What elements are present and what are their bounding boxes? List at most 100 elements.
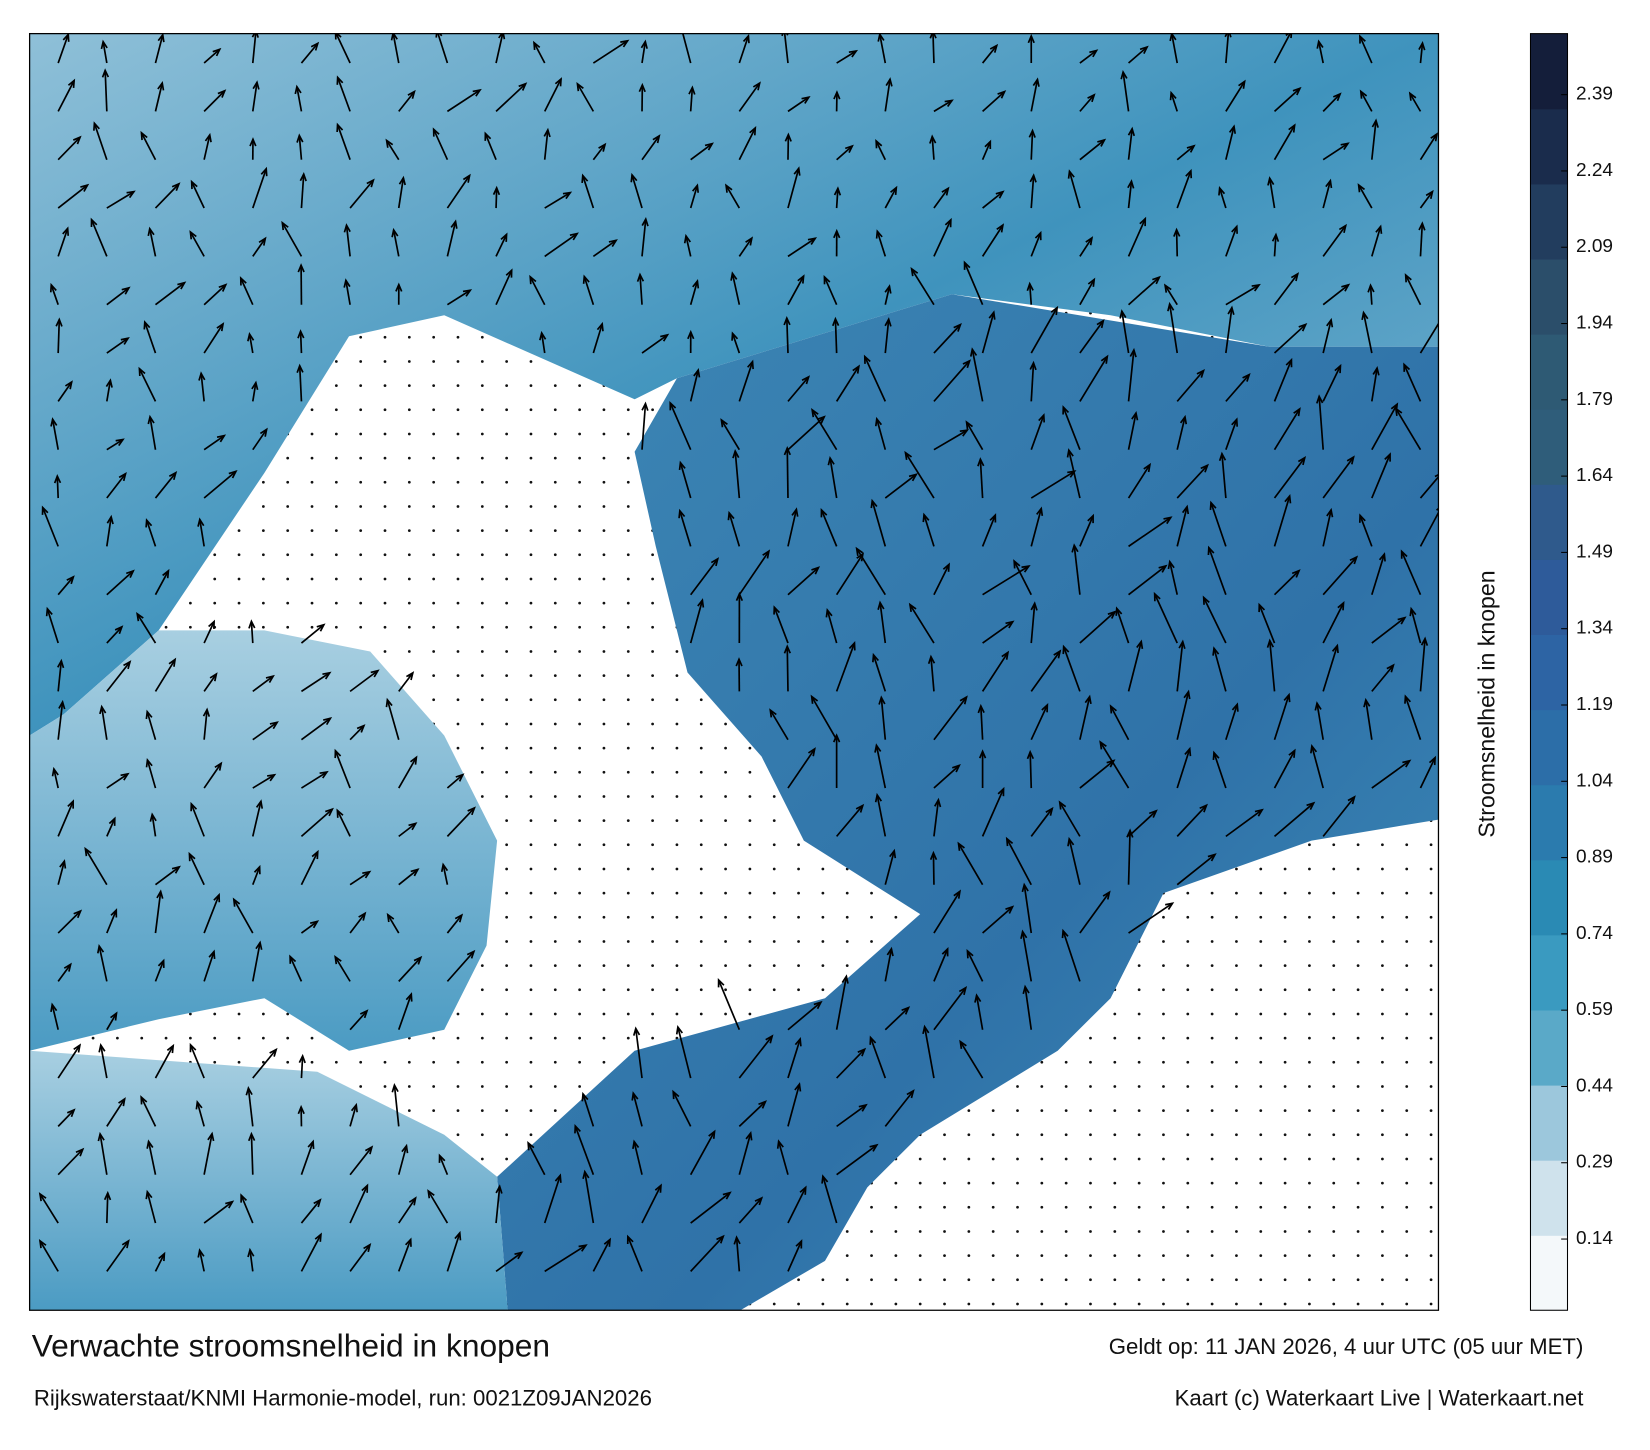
arrow-head bbox=[105, 378, 113, 388]
colorbar-tick-label: 0.14 bbox=[1576, 1228, 1613, 1249]
current-arrow bbox=[146, 711, 157, 740]
arrow-head bbox=[603, 1237, 611, 1247]
current-arrow bbox=[835, 804, 864, 837]
arrow-head bbox=[492, 185, 501, 196]
arrow-head bbox=[438, 1153, 446, 1163]
arrow-head bbox=[672, 1089, 680, 1100]
calm-dot bbox=[359, 335, 363, 339]
calm-dot bbox=[1137, 1085, 1141, 1088]
calm-dot bbox=[553, 1036, 557, 1040]
calm-dot bbox=[261, 601, 265, 605]
arrow-head bbox=[267, 773, 277, 782]
calm-dot bbox=[310, 456, 314, 460]
calm-dot bbox=[651, 553, 654, 557]
calm-dot bbox=[383, 553, 387, 557]
current-arrow bbox=[251, 866, 261, 886]
calm-dot bbox=[1429, 1157, 1433, 1161]
calm-dot bbox=[748, 843, 752, 847]
calm-dot bbox=[772, 915, 776, 919]
current-arrow bbox=[875, 745, 887, 789]
calm-dot bbox=[602, 456, 606, 460]
current-arrow bbox=[787, 1038, 801, 1079]
calm-dot bbox=[651, 625, 654, 629]
calm-dot bbox=[651, 722, 654, 726]
current-arrow bbox=[57, 576, 75, 596]
current-arrow bbox=[1176, 641, 1184, 692]
arrow-head bbox=[1254, 808, 1264, 817]
current-arrow bbox=[247, 1088, 254, 1127]
calm-dot bbox=[699, 940, 703, 943]
current-arrow bbox=[147, 1141, 157, 1175]
current-arrow bbox=[1322, 645, 1339, 692]
calm-dot bbox=[480, 1085, 484, 1088]
calm-dot bbox=[626, 553, 630, 557]
arrow-head bbox=[398, 175, 407, 186]
arrow-head bbox=[901, 1006, 911, 1015]
calm-dot bbox=[1186, 940, 1190, 943]
calm-dot bbox=[894, 1230, 898, 1233]
current-arrow bbox=[933, 799, 940, 837]
current-arrow bbox=[1176, 853, 1216, 886]
calm-dot bbox=[456, 529, 460, 532]
current-arrow bbox=[689, 185, 699, 209]
arrow-head bbox=[1109, 704, 1117, 714]
current-arrow bbox=[690, 1192, 731, 1224]
current-arrow bbox=[690, 1235, 724, 1272]
calm-dot bbox=[1356, 940, 1360, 943]
calm-dot bbox=[553, 432, 557, 436]
calm-dot bbox=[553, 891, 557, 895]
calm-dot bbox=[432, 384, 436, 387]
calm-dot bbox=[1089, 1254, 1092, 1257]
current-arrow bbox=[298, 365, 303, 402]
calm-dot bbox=[334, 577, 338, 581]
arrow-head bbox=[539, 330, 547, 341]
arrow-head bbox=[216, 434, 227, 443]
current-arrow bbox=[1127, 276, 1160, 306]
calm-dot bbox=[1405, 867, 1409, 871]
current-arrow bbox=[100, 706, 108, 740]
current-arrow bbox=[136, 613, 157, 644]
calm-dot bbox=[578, 384, 581, 387]
current-arrow bbox=[1371, 403, 1398, 451]
current-arrow bbox=[725, 184, 741, 209]
current-arrow bbox=[933, 564, 950, 596]
current-arrow bbox=[1013, 560, 1033, 596]
calm-dot bbox=[1016, 1254, 1019, 1257]
arrow-head bbox=[966, 948, 974, 959]
arrow-head bbox=[831, 316, 840, 327]
current-arrow bbox=[1318, 396, 1325, 450]
calm-dot bbox=[553, 795, 557, 798]
current-arrow bbox=[446, 289, 471, 306]
calm-dot bbox=[1186, 915, 1190, 919]
current-arrow bbox=[787, 416, 825, 451]
calm-dot bbox=[1137, 1181, 1141, 1185]
arrow-head bbox=[1053, 649, 1062, 659]
calm-dot bbox=[480, 360, 484, 363]
arrow-head bbox=[1127, 126, 1136, 137]
arrow-head bbox=[856, 552, 865, 562]
calm-dot bbox=[529, 698, 533, 702]
current-arrow bbox=[240, 1194, 254, 1224]
calm-dot bbox=[626, 746, 630, 750]
calm-dot bbox=[1235, 1085, 1238, 1088]
current-arrow bbox=[835, 976, 848, 1030]
current-arrow bbox=[820, 509, 838, 547]
calm-dot bbox=[164, 625, 168, 629]
calm-dot bbox=[1356, 1012, 1360, 1016]
current-arrow bbox=[1176, 464, 1209, 499]
calm-dot bbox=[1429, 1012, 1433, 1016]
calm-dot bbox=[602, 625, 606, 629]
arrow-head bbox=[1200, 463, 1209, 473]
colorbar-band bbox=[1530, 709, 1568, 786]
current-arrow bbox=[106, 570, 134, 596]
arrow-head bbox=[162, 568, 170, 579]
arrow-head bbox=[1290, 272, 1300, 282]
current-arrow bbox=[1062, 930, 1081, 982]
arrow-head bbox=[1148, 809, 1158, 818]
calm-dot bbox=[1162, 1254, 1165, 1257]
calm-dot bbox=[1356, 1302, 1360, 1306]
arrow-head bbox=[832, 733, 841, 743]
calm-dot bbox=[1308, 891, 1311, 895]
arrow-head bbox=[1394, 406, 1403, 417]
current-arrow bbox=[495, 1251, 523, 1273]
